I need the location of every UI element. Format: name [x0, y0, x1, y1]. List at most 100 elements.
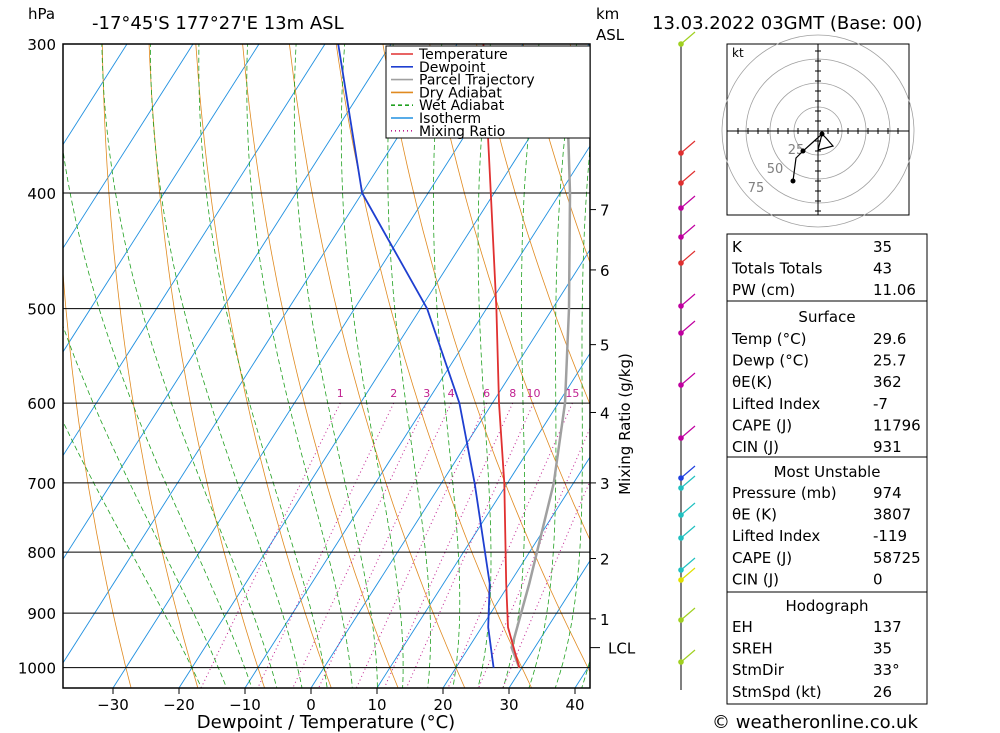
pressure-tick-label: 900 — [27, 605, 56, 623]
wet-adiabat-line — [554, 144, 590, 688]
legend-entry: Wet Adiabat — [419, 98, 505, 114]
mixing-ratio-label: 10 — [526, 387, 540, 400]
km-tick-label: 1 — [600, 611, 610, 629]
wet-adiabat-line — [387, 44, 431, 688]
surface-value: 25.7 — [873, 352, 906, 370]
hodograph-stat-value: 137 — [873, 618, 902, 636]
legend-entry: Isotherm — [419, 111, 481, 127]
most-unstable-value: 0 — [873, 570, 883, 588]
isotherm-line — [310, 248, 590, 688]
wet-adiabat-line — [293, 44, 378, 688]
mixing-ratio-line — [502, 480, 590, 688]
km-tick-label: 6 — [600, 262, 610, 280]
wind-barb — [680, 567, 696, 581]
surface-value: 29.6 — [873, 330, 906, 348]
wind-barb — [680, 195, 696, 209]
mixing-ratio-label: 1 — [337, 387, 344, 400]
most-unstable-value: 58725 — [873, 549, 921, 567]
wet-adiabat-line — [63, 420, 202, 688]
index-label: PW (cm) — [732, 281, 795, 299]
mixing-ratio-line — [200, 402, 341, 688]
surface-value: 931 — [873, 438, 902, 456]
hodograph-table-title: Hodograph — [785, 597, 868, 615]
pressure-tick-label: 600 — [27, 395, 56, 413]
hodograph-stat-label: SREH — [732, 640, 773, 658]
hodograph-point — [819, 131, 825, 137]
most-unstable-value: 974 — [873, 484, 902, 502]
surface-label: Lifted Index — [732, 395, 820, 413]
wind-barb — [680, 224, 696, 238]
isotherm-line — [63, 44, 326, 457]
isotherm-line — [508, 559, 590, 688]
surface-label: CAPE (J) — [732, 416, 792, 434]
hpa-axis-unit: hPa — [28, 5, 55, 23]
legend-box — [385, 45, 591, 139]
mixing-ratio-label: 4 — [448, 387, 455, 400]
wet-adiabat-line — [246, 44, 353, 688]
dry-adiabat-line — [242, 44, 399, 688]
isotherm-line — [63, 44, 392, 561]
wind-barb — [680, 170, 696, 184]
legend-entry: Mixing Ratio — [419, 124, 505, 140]
surface-value: 362 — [873, 373, 902, 391]
isotherm-line — [376, 352, 590, 688]
hodograph-stat-value: 33° — [873, 661, 900, 679]
dry-adiabat-line — [101, 44, 199, 688]
mixing-ratio-label: 3 — [423, 387, 430, 400]
pressure-tick-label: 700 — [27, 475, 56, 493]
wet-adiabat-line — [477, 44, 492, 688]
wind-barb — [680, 31, 696, 45]
dry-adiabat-line — [382, 44, 590, 673]
wet-adiabat-line — [502, 44, 540, 688]
most-unstable-label: CIN (J) — [732, 570, 779, 588]
pressure-tick-label: 800 — [27, 544, 56, 562]
dry-adiabat-line — [63, 267, 132, 688]
dewpoint-profile-line — [337, 44, 495, 668]
temperature-profile-line — [482, 44, 521, 668]
mixing-ratio-label: 15 — [565, 387, 579, 400]
wet-adiabat-line — [63, 324, 228, 688]
km-tick-label: 5 — [600, 337, 610, 355]
wind-barb — [680, 140, 696, 154]
hodograph-stat-label: StmDir — [732, 661, 785, 679]
wind-barb — [680, 502, 696, 516]
most-unstable-label: CAPE (J) — [732, 549, 792, 567]
wind-barb — [680, 372, 696, 386]
hodograph-ring — [721, 34, 915, 228]
wind-barb — [680, 425, 696, 439]
wet-adiabat-line — [149, 44, 303, 688]
temp-tick-label: 20 — [433, 696, 452, 714]
wind-barb — [680, 557, 696, 571]
km-tick-label: 7 — [600, 202, 610, 220]
wind-barb — [680, 320, 696, 334]
mixing-ratio-label: 2 — [390, 387, 397, 400]
dry-adiabat-line — [522, 44, 590, 264]
temp-tick-label: 10 — [367, 696, 386, 714]
km-axis-unit: km — [596, 5, 619, 23]
dry-adiabat-line — [429, 44, 590, 541]
profiles — [337, 44, 572, 669]
dry-adiabat-line — [955, 0, 1000, 693]
wet-adiabat-line — [528, 44, 577, 688]
isotherm-line — [0, 0, 108, 688]
wet-adiabat-line — [340, 44, 404, 688]
dry-adiabat-line — [910, 0, 1000, 693]
wind-barb — [680, 250, 696, 264]
pressure-tick-label: 1000 — [18, 660, 56, 678]
mixing-ratio-line — [478, 426, 590, 688]
dry-adiabat-line — [148, 44, 266, 688]
temp-tick-label: −20 — [163, 696, 195, 714]
hodograph-point — [800, 148, 806, 154]
wind-barb — [680, 525, 696, 539]
wet-adiabat-line — [433, 44, 461, 688]
asl-label: ASL — [596, 26, 625, 44]
surface-label: CIN (J) — [732, 438, 779, 456]
surface-value: -7 — [873, 395, 888, 413]
index-label: K — [732, 238, 743, 256]
hodograph-unit-label: kt — [732, 46, 744, 60]
isotherm-line — [442, 456, 590, 688]
most-unstable-label: θE (K) — [732, 506, 777, 524]
run-datetime: 13.03.2022 03GMT (Base: 00) — [652, 13, 922, 34]
mixing-ratio-axis-title: Mixing Ratio (g/kg) — [616, 353, 634, 495]
